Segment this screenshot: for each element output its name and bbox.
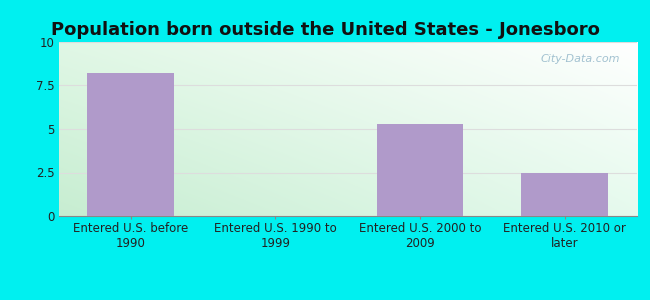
Bar [87, 73, 174, 216]
Bar [377, 124, 463, 216]
Text: Population born outside the United States - Jonesboro: Population born outside the United State… [51, 21, 599, 39]
Bar [521, 172, 608, 216]
Text: City-Data.com: City-Data.com [540, 54, 619, 64]
